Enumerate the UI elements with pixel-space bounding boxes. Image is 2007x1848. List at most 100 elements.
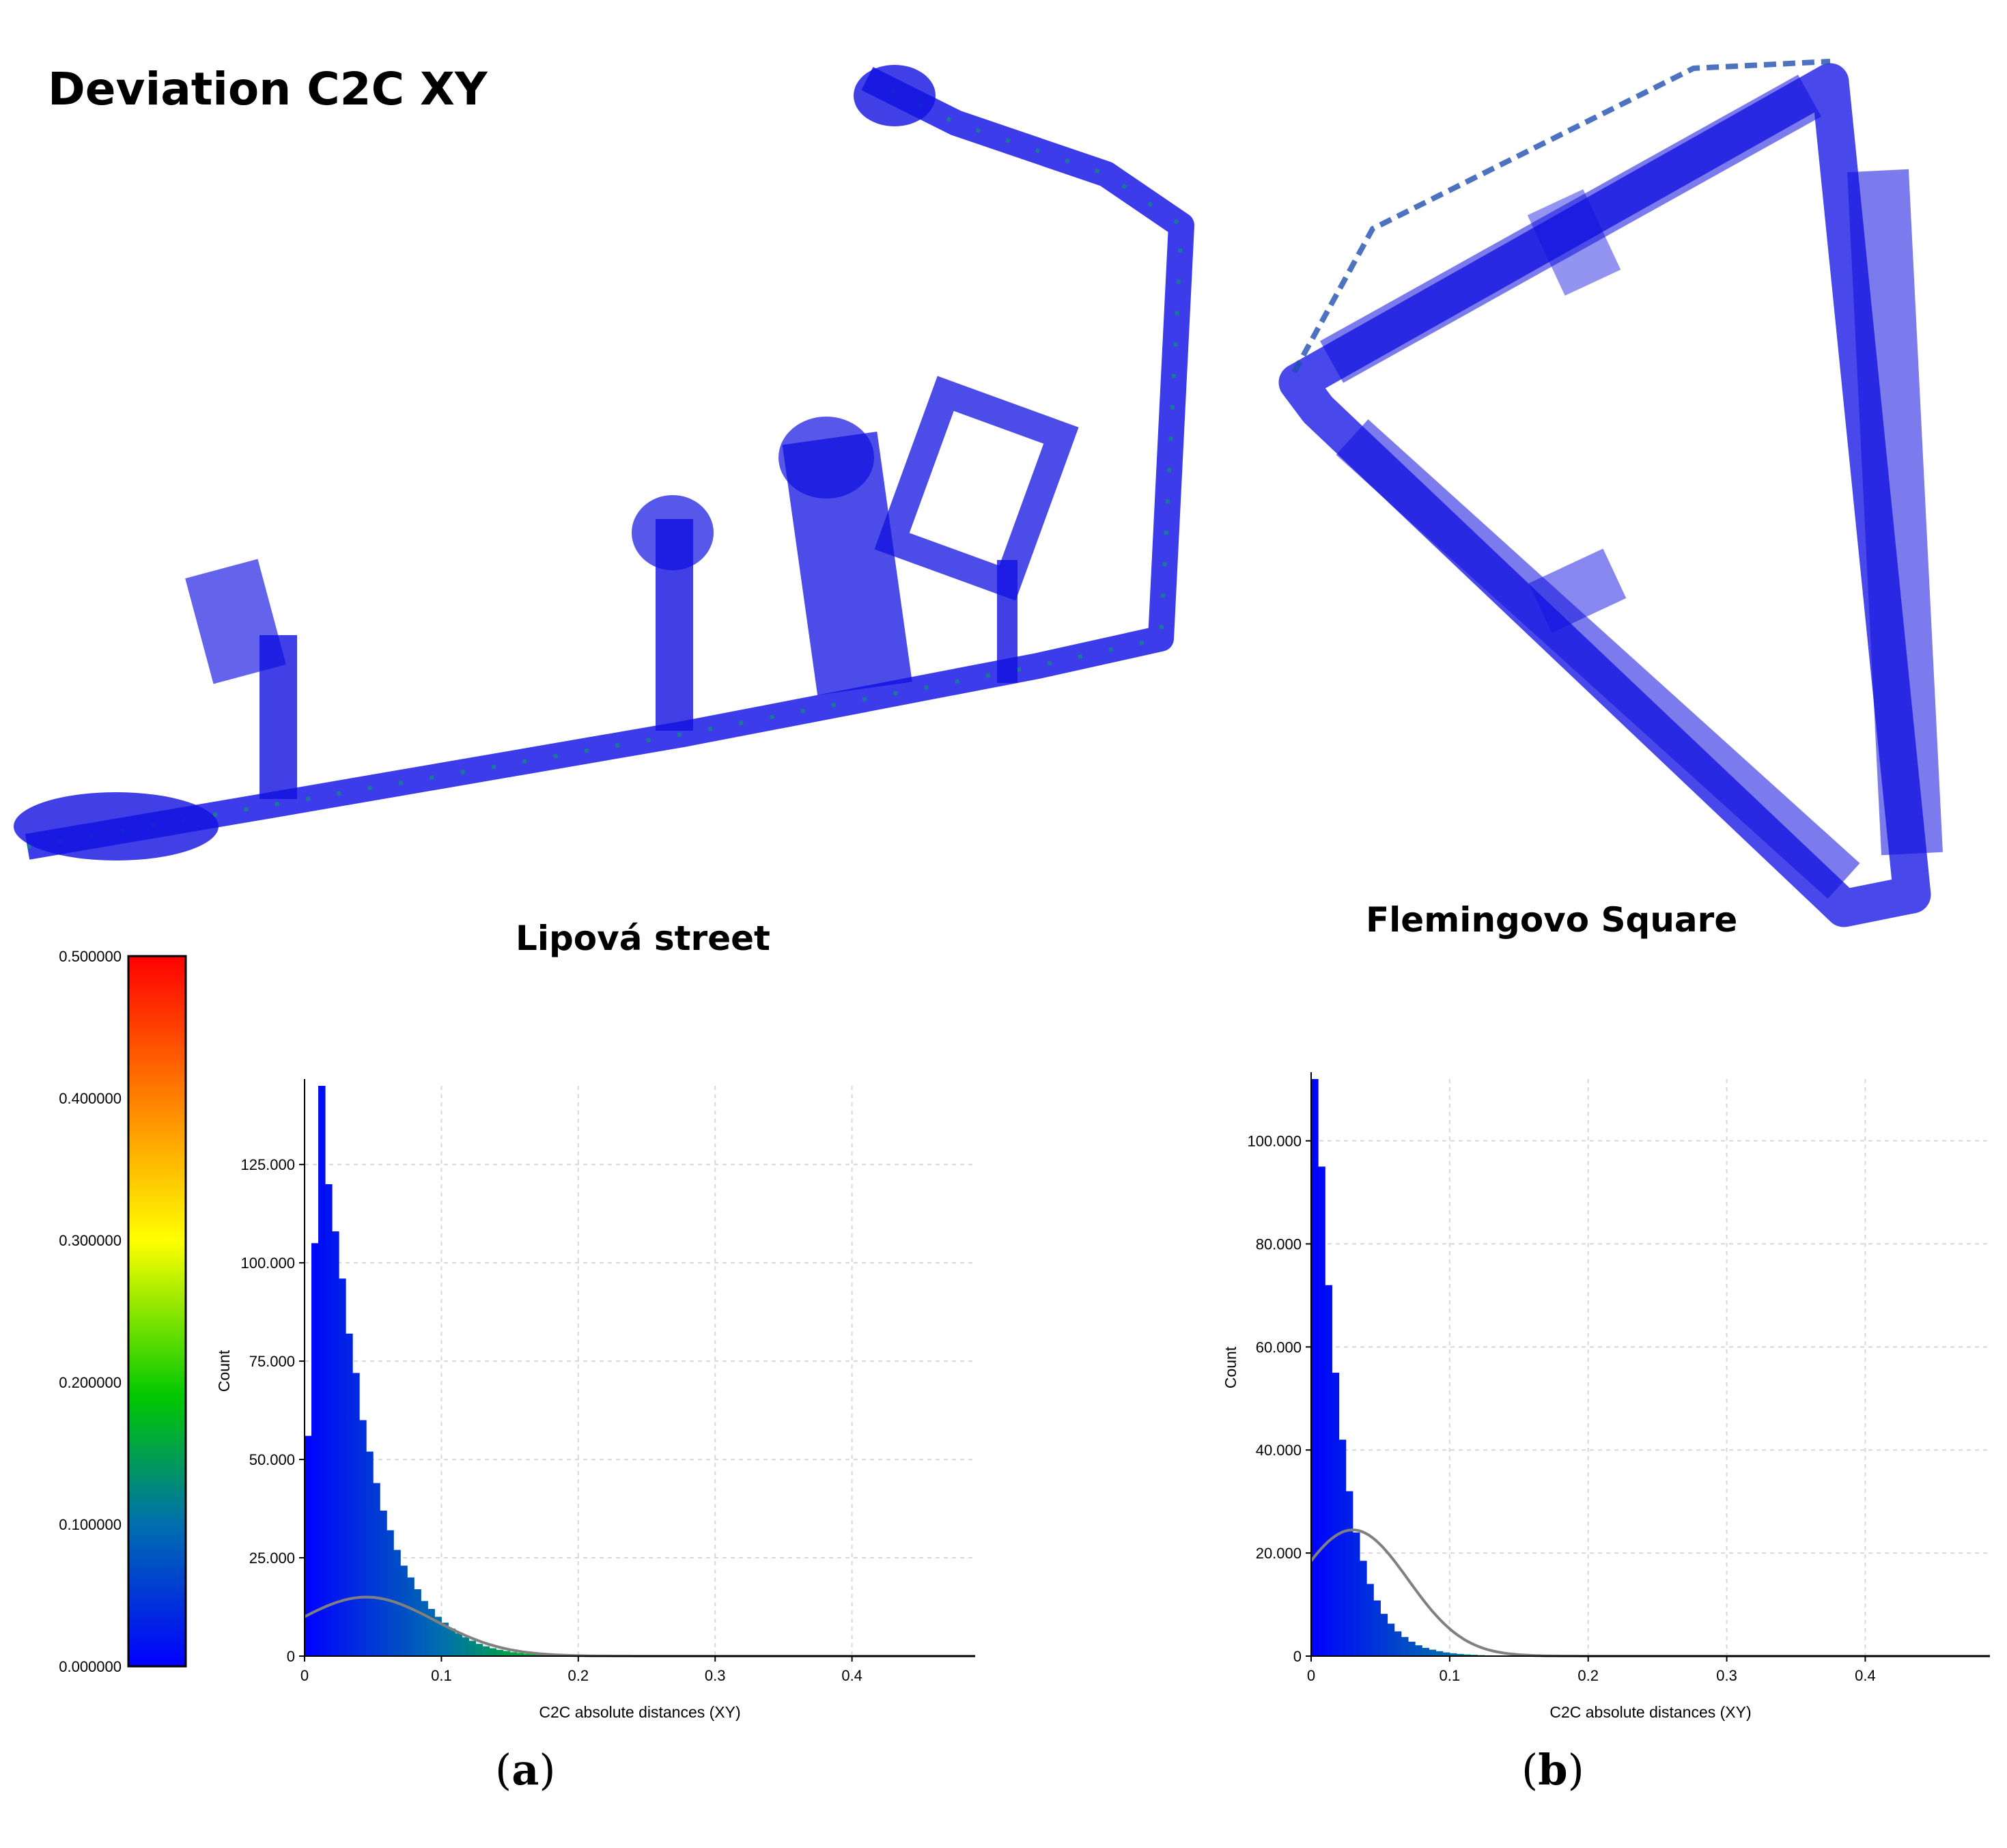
y-tick-label: 25.000 <box>249 1550 295 1567</box>
histogram-bar <box>1442 1652 1450 1656</box>
histogram-bar <box>1422 1647 1429 1656</box>
x-tick-label: 0 <box>1307 1667 1315 1684</box>
colorbar-tick-label: 0.300000 <box>59 1232 122 1249</box>
histogram-bar <box>373 1483 380 1656</box>
histogram-bar <box>1463 1654 1471 1656</box>
histogram-bar <box>489 1648 497 1656</box>
histogram-bar <box>509 1652 518 1656</box>
flemingovo-point-cloud <box>1278 59 1943 927</box>
histogram-bar <box>1429 1649 1437 1656</box>
colorbar-tick-label: 0.000000 <box>59 1658 122 1675</box>
histogram-bar <box>332 1231 339 1656</box>
y-tick-label: 40.000 <box>1256 1442 1302 1459</box>
histogram-bar <box>1366 1584 1374 1656</box>
histogram-bar <box>1352 1532 1360 1656</box>
histogram-bar <box>496 1649 504 1656</box>
y-tick-label: 0 <box>1293 1648 1302 1665</box>
x-tick-label: 0.3 <box>1716 1667 1737 1684</box>
histogram-bar <box>366 1451 374 1656</box>
histogram-bar <box>475 1644 483 1656</box>
histogram-bar <box>380 1510 387 1656</box>
point-cloud-maps <box>14 59 1943 927</box>
histogram-bar <box>1360 1560 1367 1656</box>
x-tick-label: 0.4 <box>841 1667 862 1684</box>
histogram-bar <box>359 1420 367 1656</box>
histogram-bar <box>407 1577 415 1656</box>
histogram-bar <box>434 1616 442 1656</box>
histogram-bar <box>1408 1641 1416 1656</box>
histogram-bar <box>455 1633 462 1656</box>
histogram-bar <box>305 1436 312 1656</box>
x-tick-label: 0.1 <box>431 1667 452 1684</box>
histogram-a: 0 25.000 50.000 75.000 100.000 125.000 0 0.1 0.2… <box>215 1079 975 1721</box>
histogram-bar <box>352 1373 360 1656</box>
histogram-bar <box>1387 1623 1395 1656</box>
histogram-bar <box>468 1640 477 1656</box>
colorbar: 0.500000 0.400000 0.300000 0.200000 0.100000… <box>59 948 187 1675</box>
x-axis-label: C2C absolute distances (XY) <box>1549 1703 1751 1721</box>
histogram-bar <box>318 1086 326 1656</box>
histogram-bar <box>1401 1637 1409 1656</box>
histogram-bar <box>537 1654 545 1656</box>
x-tick-label: 0.4 <box>1855 1667 1876 1684</box>
histogram-bar <box>503 1651 511 1656</box>
y-tick-label: 50.000 <box>249 1451 295 1468</box>
y-tick-label: 80.000 <box>1256 1235 1302 1252</box>
histogram-bar <box>1394 1631 1402 1656</box>
histogram-bar <box>1449 1653 1457 1656</box>
histogram-bar <box>1332 1373 1340 1656</box>
histogram-bar <box>1435 1651 1444 1656</box>
histogram-bar <box>1325 1285 1332 1656</box>
histogram-b: 0 20.000 40.000 60.000 80.000 100.000 0 0.1 0.2 0… <box>1222 1072 1990 1721</box>
histogram-bar <box>523 1653 531 1656</box>
x-tick-label: 0.3 <box>705 1667 726 1684</box>
panel-label-b: (b) <box>1521 1745 1584 1795</box>
y-axis-label: Count <box>215 1349 233 1392</box>
histogram-bar <box>448 1628 455 1656</box>
histogram-bar <box>311 1243 319 1656</box>
x-tick-label: 0.2 <box>568 1667 589 1684</box>
histogram-bar <box>1318 1166 1325 1656</box>
site-label-lipova: Lipová street <box>516 919 770 958</box>
x-axis-label: C2C absolute distances (XY) <box>539 1703 740 1721</box>
x-tick-label: 0 <box>300 1667 309 1684</box>
histogram-bar <box>1373 1600 1381 1656</box>
histogram-bar <box>339 1278 346 1656</box>
histogram-bar <box>421 1601 428 1656</box>
histogram-bar <box>1345 1491 1353 1656</box>
y-tick-label: 0 <box>287 1648 295 1665</box>
y-axis-label: Count <box>1222 1346 1239 1388</box>
histogram-bar <box>1415 1645 1422 1656</box>
site-label-flemingovo: Flemingovo Square <box>1366 900 1738 940</box>
histogram-bar <box>482 1646 490 1656</box>
histogram-bar <box>387 1530 394 1656</box>
histogram-bar <box>1380 1614 1388 1656</box>
y-tick-label: 125.000 <box>240 1156 295 1173</box>
y-tick-label: 100.000 <box>240 1255 295 1272</box>
histogram-bar <box>1338 1440 1347 1656</box>
y-tick-label: 100.000 <box>1247 1133 1302 1150</box>
histogram-bar <box>346 1333 353 1656</box>
x-tick-label: 0.1 <box>1440 1667 1461 1684</box>
colorbar-tick-label: 0.100000 <box>59 1516 122 1533</box>
x-tick-label: 0.2 <box>1577 1667 1599 1684</box>
figure-title: Deviation C2C XY <box>48 63 488 115</box>
fit-curve <box>1310 1528 1990 1657</box>
histogram-bar <box>516 1653 524 1656</box>
histogram-bar <box>530 1654 538 1656</box>
y-tick-label: 20.000 <box>1256 1545 1302 1562</box>
y-tick-label: 60.000 <box>1256 1339 1302 1356</box>
histogram-bar <box>1457 1653 1464 1656</box>
histogram-bar <box>400 1565 408 1656</box>
y-tick-label: 75.000 <box>249 1353 295 1370</box>
histogram-bar <box>325 1184 333 1656</box>
histogram-bar <box>462 1637 469 1656</box>
colorbar-tick-label: 0.400000 <box>59 1090 122 1107</box>
histogram-bar <box>441 1623 449 1656</box>
histogram-bar <box>427 1608 435 1656</box>
colorbar-gradient <box>127 955 187 1668</box>
colorbar-tick-label: 0.500000 <box>59 948 122 965</box>
histogram-bar <box>1311 1079 1319 1656</box>
colorbar-tick-label: 0.200000 <box>59 1374 122 1391</box>
histogram-bar <box>414 1589 421 1656</box>
